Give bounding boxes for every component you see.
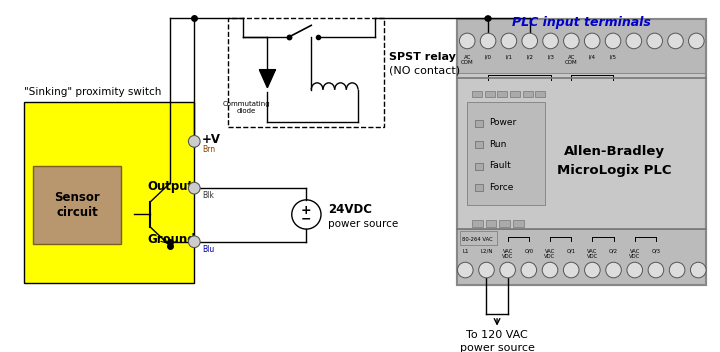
Bar	[523, 91, 533, 98]
Bar	[513, 220, 523, 227]
Text: VAC
VDC: VAC VDC	[629, 249, 640, 259]
Circle shape	[542, 262, 558, 278]
Circle shape	[522, 33, 538, 49]
Text: Force: Force	[489, 183, 513, 192]
Circle shape	[564, 33, 579, 49]
Text: L1: L1	[462, 249, 469, 253]
Circle shape	[667, 33, 683, 49]
Bar	[510, 91, 520, 98]
Bar	[472, 220, 483, 227]
Bar	[457, 19, 706, 285]
Circle shape	[501, 33, 517, 49]
Text: +V: +V	[202, 133, 221, 146]
Text: Commutating
diode: Commutating diode	[222, 101, 270, 114]
Bar	[467, 102, 545, 205]
Bar	[472, 91, 482, 98]
Text: (NO contact): (NO contact)	[390, 65, 460, 75]
Text: O/3: O/3	[652, 249, 660, 253]
Text: PLC input terminals: PLC input terminals	[513, 15, 651, 29]
Bar	[457, 19, 706, 285]
Circle shape	[626, 33, 642, 49]
Text: I/3: I/3	[547, 55, 554, 59]
Text: Power: Power	[489, 118, 516, 127]
Polygon shape	[260, 70, 275, 88]
Bar	[460, 231, 498, 245]
Circle shape	[543, 33, 558, 49]
Text: I/5: I/5	[610, 55, 616, 59]
Text: +: +	[301, 204, 312, 217]
Text: MicroLogix PLC: MicroLogix PLC	[557, 164, 671, 177]
Circle shape	[606, 262, 621, 278]
Circle shape	[606, 33, 621, 49]
Text: 80-264 VAC: 80-264 VAC	[462, 237, 493, 242]
Bar	[498, 91, 507, 98]
Text: O/0: O/0	[524, 249, 534, 253]
Bar	[457, 229, 706, 285]
Text: O/1: O/1	[567, 249, 576, 253]
Bar	[228, 18, 384, 127]
Text: SPST relay: SPST relay	[390, 51, 456, 62]
Circle shape	[457, 262, 473, 278]
Bar	[485, 91, 495, 98]
Circle shape	[189, 136, 200, 147]
Bar	[33, 166, 121, 244]
Text: Run: Run	[489, 140, 506, 149]
Text: Sensor
circuit: Sensor circuit	[55, 191, 100, 219]
Text: VAC
VDC: VAC VDC	[502, 249, 513, 259]
Bar	[475, 120, 483, 127]
Circle shape	[585, 33, 600, 49]
Text: L2/N: L2/N	[480, 249, 492, 253]
Bar	[475, 163, 483, 170]
Text: VAC
VDC: VAC VDC	[544, 249, 556, 259]
Text: O/2: O/2	[609, 249, 618, 253]
Circle shape	[480, 33, 496, 49]
Circle shape	[690, 262, 706, 278]
Text: I/2: I/2	[526, 55, 534, 59]
Bar	[536, 91, 545, 98]
Circle shape	[479, 262, 494, 278]
Text: AC
COM: AC COM	[565, 55, 577, 65]
Text: AC
COM: AC COM	[461, 55, 474, 65]
Circle shape	[627, 262, 642, 278]
Bar	[500, 220, 510, 227]
Text: To 120 VAC: To 120 VAC	[466, 330, 528, 340]
Text: Brn: Brn	[202, 145, 215, 154]
Text: power source: power source	[459, 343, 534, 352]
Circle shape	[563, 262, 579, 278]
Circle shape	[648, 262, 664, 278]
Circle shape	[189, 182, 200, 194]
Text: I/0: I/0	[485, 55, 492, 59]
Circle shape	[189, 236, 200, 247]
Circle shape	[647, 33, 662, 49]
Text: −: −	[301, 213, 312, 226]
Text: Blu: Blu	[202, 245, 215, 254]
Text: Output: Output	[148, 180, 194, 193]
Text: Ground: Ground	[148, 233, 196, 246]
Circle shape	[670, 262, 685, 278]
Circle shape	[459, 33, 475, 49]
Bar	[475, 184, 483, 191]
Text: Allen-Bradley: Allen-Bradley	[564, 145, 665, 158]
Bar	[475, 142, 483, 148]
Bar	[457, 19, 706, 73]
Text: I/4: I/4	[589, 55, 595, 59]
Circle shape	[688, 33, 704, 49]
Text: 24VDC: 24VDC	[328, 203, 372, 216]
Text: "Sinking" proximity switch: "Sinking" proximity switch	[24, 88, 161, 98]
Text: Fault: Fault	[489, 161, 510, 170]
Text: VAC
VDC: VAC VDC	[587, 249, 598, 259]
Circle shape	[500, 262, 516, 278]
Circle shape	[585, 262, 600, 278]
Bar	[486, 220, 497, 227]
Text: I/1: I/1	[505, 55, 513, 59]
Circle shape	[521, 262, 536, 278]
Bar	[24, 102, 194, 283]
Text: Blk: Blk	[202, 191, 214, 200]
Text: power source: power source	[328, 219, 398, 229]
